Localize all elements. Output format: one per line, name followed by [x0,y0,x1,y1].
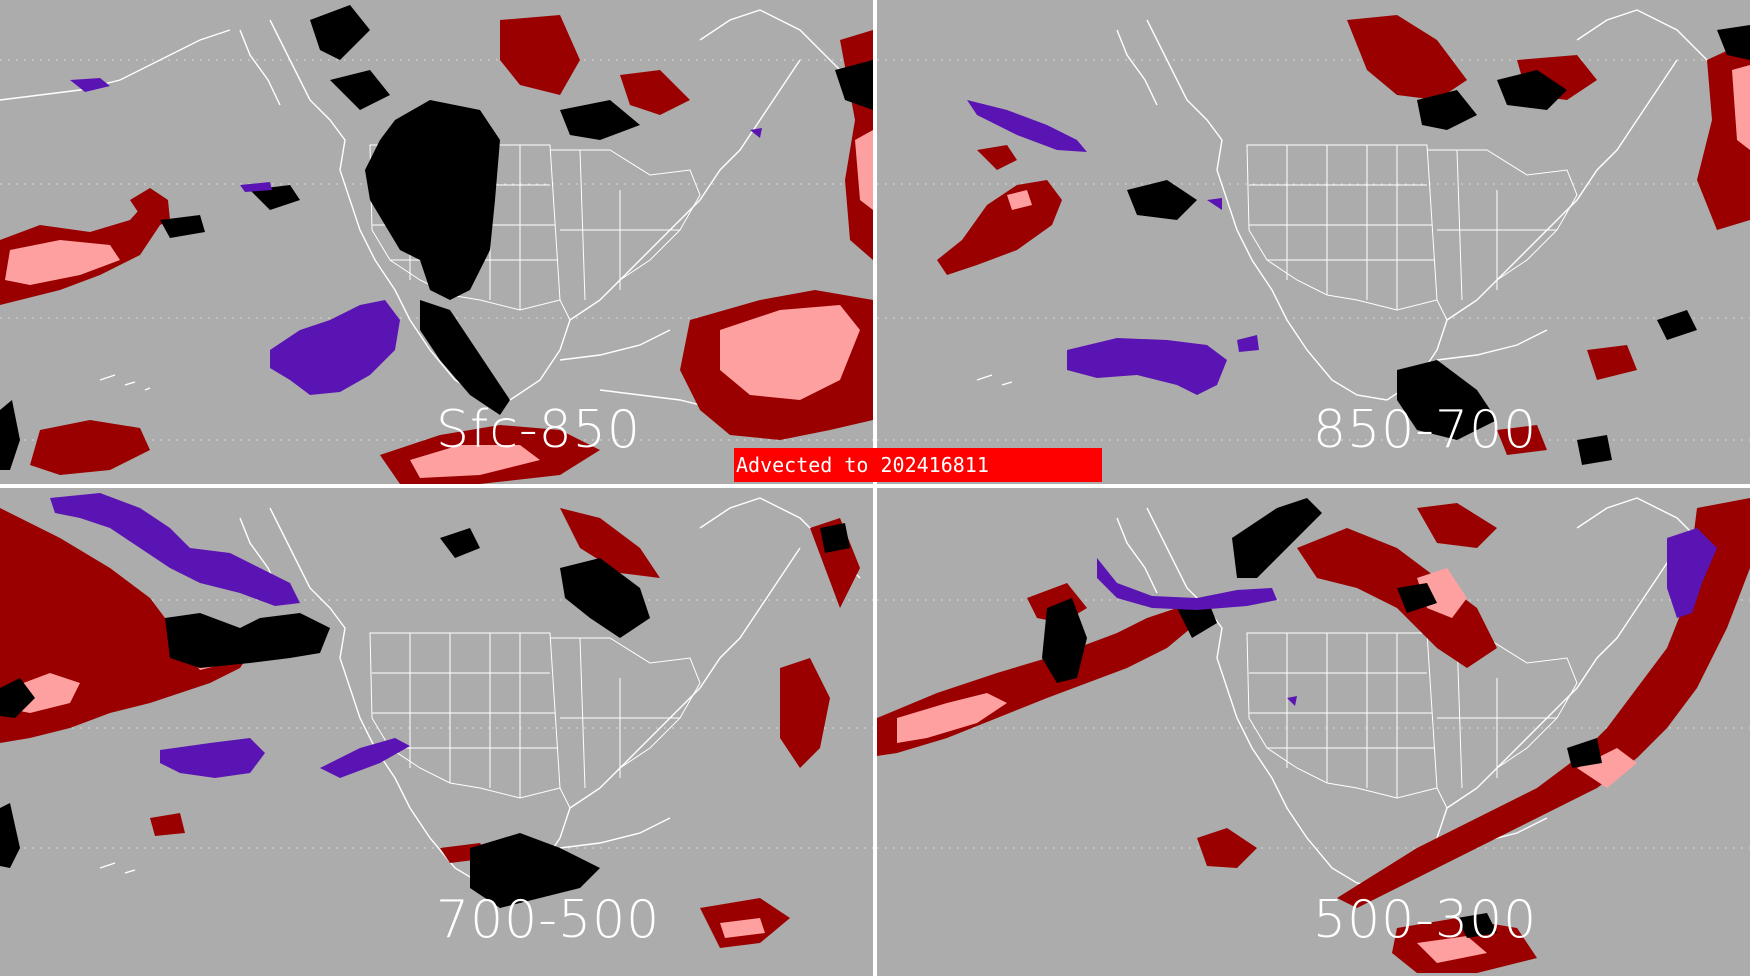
black-regions [1042,498,1602,938]
pink-regions [897,568,1637,963]
layer-label-500-300: 500-300 [1313,890,1538,950]
lat-lon-grid [0,59,873,441]
purple-regions [70,78,762,395]
purple-regions [50,493,410,778]
map-panel-700-500: 700-500 [0,488,873,976]
map-panel-850-700: 850-700 [877,0,1750,484]
layer-label-700-500: 700-500 [436,890,661,950]
lat-lon-grid [877,599,1750,849]
lat-lon-grid [877,59,1750,441]
purple-regions [967,100,1259,395]
map-panel-500-300: 500-300 [877,488,1750,976]
black-regions [0,5,873,470]
coastlines [976,9,1738,401]
black-regions [0,523,850,908]
state-boundaries [1246,632,1578,809]
map-canvas-700-500 [0,493,873,948]
dark-red-regions [937,15,1750,455]
advected-time-banner: Advected to 202416811 [734,448,1102,482]
horizontal-divider [0,484,1750,488]
pink-regions [1007,65,1750,210]
map-panel-sfc-850: Sfc-850 [0,0,873,484]
map-canvas-sfc-850 [0,5,873,484]
layer-label-850-700: 850-700 [1313,400,1538,460]
map-canvas-850-700 [877,9,1750,465]
layer-label-sfc-850: Sfc-850 [436,400,641,460]
state-boundaries [369,632,701,809]
map-canvas-500-300 [877,497,1750,973]
black-regions [1127,25,1750,465]
state-boundaries [1246,144,1578,321]
vertical-divider [873,0,877,976]
purple-regions [1097,528,1717,706]
pink-regions [5,130,873,478]
